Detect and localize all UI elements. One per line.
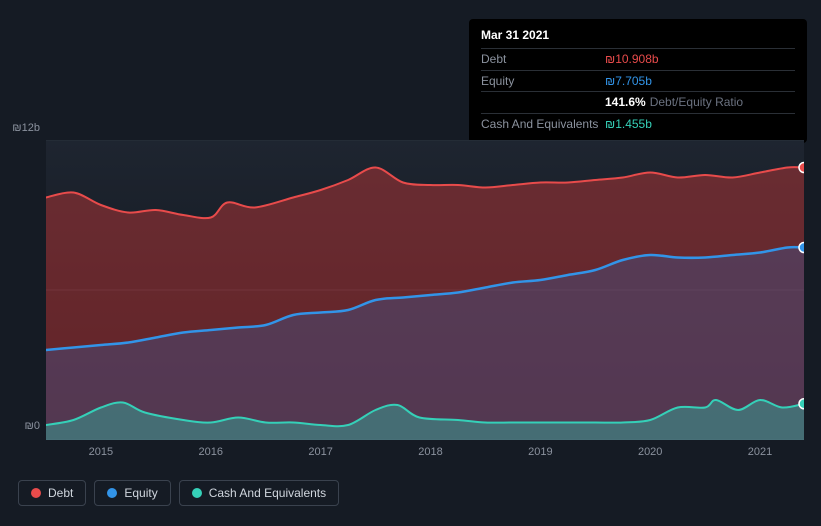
tooltip-label: Cash And Equivalents — [481, 116, 605, 133]
y-tick-bottom: ₪0 — [4, 420, 40, 432]
tooltip-row: Debt₪10.908b — [481, 48, 795, 70]
legend-label: Equity — [124, 486, 157, 500]
tooltip-value: 141.6%Debt/Equity Ratio — [605, 94, 743, 111]
tooltip-row: Cash And Equivalents₪1.455b — [481, 113, 795, 135]
x-tick: 2016 — [199, 446, 223, 458]
tooltip-value: ₪1.455b — [605, 116, 652, 133]
legend: Debt Equity Cash And Equivalents — [18, 480, 339, 506]
legend-dot-icon — [31, 488, 41, 498]
tooltip-value: ₪10.908b — [605, 51, 659, 68]
x-tick: 2018 — [418, 446, 442, 458]
x-tick: 2015 — [89, 446, 113, 458]
x-tick: 2019 — [528, 446, 552, 458]
tooltip-row: Equity₪7.705b — [481, 70, 795, 92]
tooltip-label — [481, 94, 605, 111]
legend-dot-icon — [107, 488, 117, 498]
tooltip-row: 141.6%Debt/Equity Ratio — [481, 91, 795, 113]
area-chart[interactable] — [46, 140, 804, 440]
x-tick: 2017 — [308, 446, 332, 458]
legend-dot-icon — [192, 488, 202, 498]
legend-item[interactable]: Cash And Equivalents — [179, 480, 339, 506]
x-tick: 2020 — [638, 446, 662, 458]
x-tick: 2021 — [748, 446, 772, 458]
legend-item[interactable]: Debt — [18, 480, 86, 506]
legend-item[interactable]: Equity — [94, 480, 170, 506]
legend-label: Debt — [48, 486, 73, 500]
tooltip-label: Equity — [481, 73, 605, 90]
chart-tooltip: Mar 31 2021 Debt₪10.908bEquity₪7.705b141… — [469, 19, 807, 143]
tooltip-value: ₪7.705b — [605, 73, 652, 90]
legend-label: Cash And Equivalents — [209, 486, 326, 500]
tooltip-label: Debt — [481, 51, 605, 68]
tooltip-date: Mar 31 2021 — [481, 27, 795, 44]
y-tick-top: ₪12b — [4, 122, 40, 134]
x-axis: 2015 2016 2017 2018 2019 2020 2021 — [46, 446, 804, 464]
